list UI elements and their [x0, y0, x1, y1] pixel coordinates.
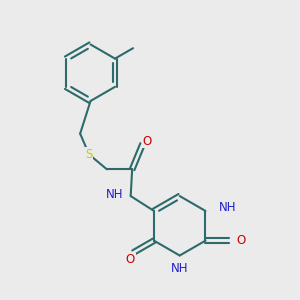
Text: NH: NH [171, 262, 188, 275]
Text: NH: NH [106, 188, 123, 201]
Text: NH: NH [219, 202, 236, 214]
Text: O: O [126, 254, 135, 266]
Text: O: O [142, 135, 152, 148]
Text: O: O [237, 234, 246, 247]
Text: S: S [85, 148, 93, 161]
